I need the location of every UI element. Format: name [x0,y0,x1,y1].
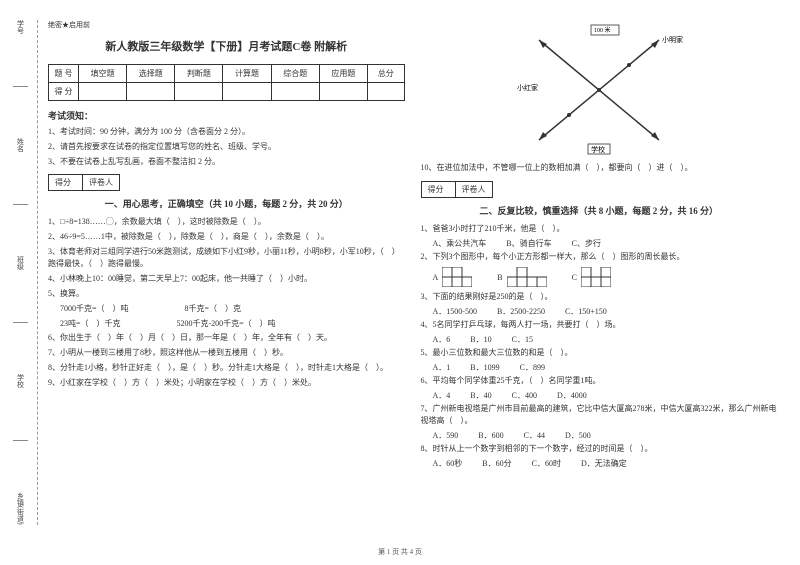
question-10: 10、在进位加法中，不管哪一位上的数相加满（ ），都要向（ ）进（ ）。 [421,162,778,175]
question-6: 6、你出生于（ ）年（ ）月（ ）日，那一年是（ ）年，全年有（ ）天。 [48,332,405,345]
binding-underline [13,86,28,87]
s2-q5-opts: A．1B．1099C．899 [433,362,778,373]
binding-underline [13,322,28,323]
shape-b-icon [507,267,547,287]
reviewer-label: 评卷人 [83,174,120,191]
score-cell [223,83,271,101]
binding-label: 姓名 [16,138,26,152]
shape-a-icon [442,267,472,287]
question-8: 8、分针走1小格，秒针正好走（ ），是（ ）秒。分针走1大格是（ ），时针走1大… [48,362,405,375]
s2-q3: 3、下面的结果刚好是250的是（ ）。 [421,291,778,304]
score-cell [79,83,127,101]
score-cell [367,83,404,101]
s2-q4: 4、5名同学打乒乓球，每两人打一场，共要打（ ）场。 [421,319,778,332]
question-2: 2、46÷9=5……1中，被除数是（ ），除数是（ ），商是（ ），余数是（ ）… [48,231,405,244]
question-5a: 7000千克=（ ）吨 8千克=（ ）克 [48,303,405,316]
score-header: 总分 [367,65,404,83]
binding-label: 乡镇(街道) [16,492,26,525]
paper-title: 新人教版三年级数学【下册】月考试题C卷 附解析 [48,38,405,54]
section-score-box: 得分 评卷人 [48,174,405,191]
section-score-box: 得分 评卷人 [421,181,778,198]
s2-q7-opts: A．590B．600C．44D．500 [433,430,778,441]
score-table: 题 号 填空题 选择题 判断题 计算题 综合题 应用题 总分 得 分 [48,64,405,101]
classified-mark: 绝密★启用前 [48,20,405,30]
score-header: 判断题 [175,65,223,83]
s2-q8-opts: A．60秒B．60分C．60时D．无法确定 [433,458,778,469]
page-footer: 第 1 页 共 4 页 [0,547,800,557]
s2-q3-opts: A．1500-500B．2500-2250C．150+150 [433,306,778,317]
score-header: 填空题 [79,65,127,83]
score-label: 得分 [48,174,83,191]
s2-q7: 7、广州新电视塔是广州市目前最高的建筑，它比中信大厦高278米，中信大厦高322… [421,403,778,429]
score-label: 得分 [421,181,456,198]
notice-item: 2、请首先按要求在试卷的指定位置填写您的姓名、班级、学号。 [48,141,405,153]
score-header: 综合题 [271,65,319,83]
diagram-label-top: 100 米 [594,26,611,34]
score-header: 选择题 [127,65,175,83]
score-cell [127,83,175,101]
binding-label: 学校 [16,374,26,388]
question-5: 5、换算。 [48,288,405,301]
s2-q8: 8、时针从上一个数字到相邻的下一个数字，经过的时间是（ ）。 [421,443,778,456]
question-1: 1、□÷8=138……◯，余数最大填（ ），这时被除数是（ ）。 [48,216,405,229]
notice-item: 3、不要在试卷上乱写乱画，卷面不整洁扣 2 分。 [48,156,405,168]
binding-underline [13,204,28,205]
question-9: 9、小红家在学校（ ）方（ ）米处；小明家在学校（ ）方（ ）米处。 [48,377,405,390]
s2-q5: 5、最小三位数和最大三位数的和是（ ）。 [421,347,778,360]
diagram-label-bottom: 学校 [591,145,605,154]
s2-q4-opts: A．6B．10C．15 [433,334,778,345]
notice-header: 考试须知： [48,109,405,122]
question-5b: 23吨=（ ）千克 5200千克-200千克=（ ）吨 [48,318,405,331]
notice-item: 1、考试时间：90 分钟，满分为 100 分（含卷面分 2 分）。 [48,126,405,138]
score-cell [319,83,367,101]
section-1-title: 一、用心思考，正确填空（共 10 小题，每题 2 分，共 20 分） [48,197,405,210]
s2-q2-shapes: A B C [433,267,778,287]
s2-q2: 2、下列3个图形中，每个小正方形都一样大，那么（ ）图形的周长最长。 [421,251,778,264]
s2-q1-opts: A、乘公共汽车B、骑自行车C、步行 [433,238,778,249]
score-header: 应用题 [319,65,367,83]
score-cell [271,83,319,101]
reviewer-label: 评卷人 [456,181,493,198]
s2-q1: 1、爸爸3小时打了210千米，他是（ ）。 [421,223,778,236]
s2-q6: 6、平均每个同学体重25千克，（ ）名同学重1吨。 [421,375,778,388]
score-header: 计算题 [223,65,271,83]
score-row-label: 得 分 [49,83,79,101]
section-2-title: 二、反复比较，慎重选择（共 8 小题，每题 2 分，共 16 分） [421,204,778,217]
binding-label: 学号 [16,20,26,34]
shape-c-icon [581,267,611,287]
direction-diagram: 100 米 小明家 小红家 学校 [499,20,699,160]
binding-label: 班级 [16,256,26,270]
question-4: 4、小林晚上10：00睡觉，第二天早上7：00起床，他一共睡了（ ）小时。 [48,273,405,286]
score-header: 题 号 [49,65,79,83]
diagram-label-left: 小红家 [517,83,538,92]
diagram-label-tr: 小明家 [662,35,683,44]
score-cell [175,83,223,101]
s2-q6-opts: A．4B．40C．400D．4000 [433,390,778,401]
binding-underline [13,440,28,441]
question-7: 7、小明从一楼到三楼用了8秒，照这样他从一楼到五楼用（ ）秒。 [48,347,405,360]
question-3: 3、体育老师对三组同学进行50米跑测试，成绩如下小红9秒，小丽11秒，小明8秒，… [48,246,405,272]
